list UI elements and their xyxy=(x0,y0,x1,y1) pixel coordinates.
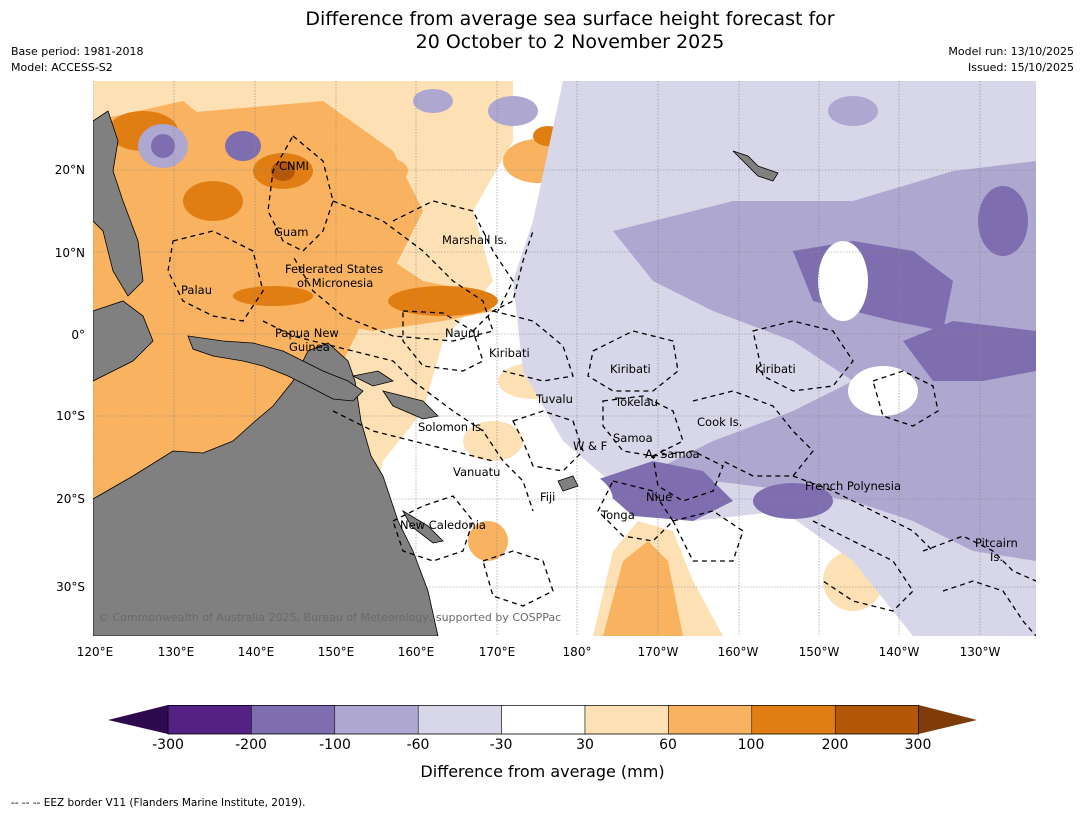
colorbar-tick: -100 xyxy=(319,737,351,753)
philippines xyxy=(93,110,144,297)
colorbar-bin xyxy=(251,705,336,735)
label-american-samoa: A. Samoa xyxy=(645,447,700,461)
colorbar-tick: 200 xyxy=(821,737,849,753)
x-tick: 140°W xyxy=(878,645,920,659)
issued-date: Issued: 15/10/2025 xyxy=(967,61,1074,74)
x-tick: 150°W xyxy=(798,645,840,659)
colorbar-tick: -200 xyxy=(235,737,267,753)
colorbar-outline xyxy=(167,705,919,735)
label-nauru: Nauru xyxy=(445,326,480,340)
label-pitcairn-1: Pitcairn xyxy=(975,536,1018,550)
map-panel: CNMI Guam Marshall Is. Federated States … xyxy=(93,81,1036,636)
colorbar-extend-low xyxy=(108,705,168,734)
australia xyxy=(93,342,439,636)
label-fsm-2: of Micronesia xyxy=(297,276,373,290)
colorbar-bin xyxy=(668,705,753,735)
label-guam: Guam xyxy=(274,225,308,239)
colorbar-bin xyxy=(584,705,669,735)
label-vanuatu: Vanuatu xyxy=(453,465,500,479)
label-new-caledonia: New Caledonia xyxy=(400,518,486,532)
label-pitcairn-2: Is. xyxy=(990,550,1003,564)
model-name: Model: ACCESS-S2 xyxy=(11,61,113,74)
colorbar-tick: -30 xyxy=(489,737,513,753)
colorbar-tick: 30 xyxy=(576,737,594,753)
label-cnmi: CNMI xyxy=(279,159,309,173)
label-kiribati-west: Kiribati xyxy=(489,346,530,360)
y-tick: 30°S xyxy=(56,580,85,594)
x-tick: 160°W xyxy=(717,645,759,659)
x-tick: 180° xyxy=(562,645,592,659)
y-tick: 20°S xyxy=(56,492,85,506)
colorbar-bin xyxy=(834,705,919,735)
label-fiji: Fiji xyxy=(540,490,555,504)
map-canvas: CNMI Guam Marshall Is. Federated States … xyxy=(93,81,1036,636)
copyright-notice: © Commonwealth of Australia 2025, Bureau… xyxy=(98,611,561,624)
region-labels: CNMI Guam Marshall Is. Federated States … xyxy=(181,159,1018,564)
model-run: Model run: 13/10/2025 xyxy=(948,45,1074,58)
label-niue: Niue xyxy=(646,490,672,504)
eez-borders xyxy=(167,135,1036,636)
colorbar-extend-high xyxy=(918,705,977,734)
x-tick: 170°E xyxy=(478,645,516,659)
title-line-1: Difference from average sea surface heig… xyxy=(305,8,835,30)
new-caledonia xyxy=(401,509,444,544)
colorbar-tick: -300 xyxy=(152,737,184,753)
label-french-polynesia: French Polynesia xyxy=(805,479,901,493)
label-kiribati-east: Kiribati xyxy=(755,362,796,376)
label-png-2: Guinea xyxy=(289,340,330,354)
eez-legend-note: -- -- -- EEZ border V11 (Flanders Marine… xyxy=(11,797,306,809)
colorbar xyxy=(108,705,977,735)
fiji xyxy=(557,475,579,492)
meta-left: Base period: 1981-2018 Model: ACCESS-S2 xyxy=(11,44,143,76)
label-palau: Palau xyxy=(181,283,212,297)
label-tonga: Tonga xyxy=(600,508,635,522)
colorbar-bin xyxy=(501,705,586,735)
colorbar-bin xyxy=(417,705,502,735)
colorbar-bin xyxy=(334,705,419,735)
y-tick: 20°N xyxy=(54,163,85,177)
label-fsm-1: Federated States xyxy=(285,262,383,276)
x-tick: 130°W xyxy=(959,645,1001,659)
hawaii xyxy=(732,150,779,182)
map-title: Difference from average sea surface heig… xyxy=(0,8,1085,54)
label-marshall-islands: Marshall Is. xyxy=(442,233,507,247)
meta-right: Model run: 13/10/2025 Issued: 15/10/2025 xyxy=(948,44,1074,76)
landmasses xyxy=(93,110,779,636)
label-png-1: Papua New xyxy=(275,326,339,340)
label-kiribati-central: Kiribati xyxy=(610,362,651,376)
label-solomon-islands: Solomon Is. xyxy=(418,420,485,434)
x-tick: 130°E xyxy=(157,645,195,659)
borneo-sulawesi xyxy=(93,300,154,382)
label-samoa: Samoa xyxy=(613,431,653,445)
colorbar-label: Difference from average (mm) xyxy=(420,762,665,781)
colorbar-tick: -60 xyxy=(406,737,430,753)
x-tick: 140°E xyxy=(237,645,275,659)
title-line-2: 20 October to 2 November 2025 xyxy=(415,31,725,53)
x-tick: 160°E xyxy=(397,645,435,659)
x-tick: 150°E xyxy=(317,645,355,659)
label-tokelau: Tokelau xyxy=(614,395,658,409)
label-cook-islands: Cook Is. xyxy=(697,415,742,429)
y-tick: 10°S xyxy=(56,409,85,423)
colorbar-tick: 100 xyxy=(737,737,765,753)
base-period: Base period: 1981-2018 xyxy=(11,45,144,58)
new-britain xyxy=(351,370,394,387)
label-wallis-futuna: W & F xyxy=(573,439,607,453)
x-tick: 170°W xyxy=(637,645,679,659)
solomon-islands xyxy=(382,390,439,420)
new-guinea xyxy=(187,335,364,402)
colorbar-bin xyxy=(751,705,836,735)
x-tick: 120°E xyxy=(76,645,114,659)
label-tuvalu: Tuvalu xyxy=(535,392,573,406)
y-tick: 0° xyxy=(71,328,85,342)
y-tick: 10°N xyxy=(54,246,85,260)
colorbar-bin xyxy=(167,705,252,735)
colorbar-tick: 300 xyxy=(904,737,932,753)
colorbar-tick: 60 xyxy=(659,737,677,753)
